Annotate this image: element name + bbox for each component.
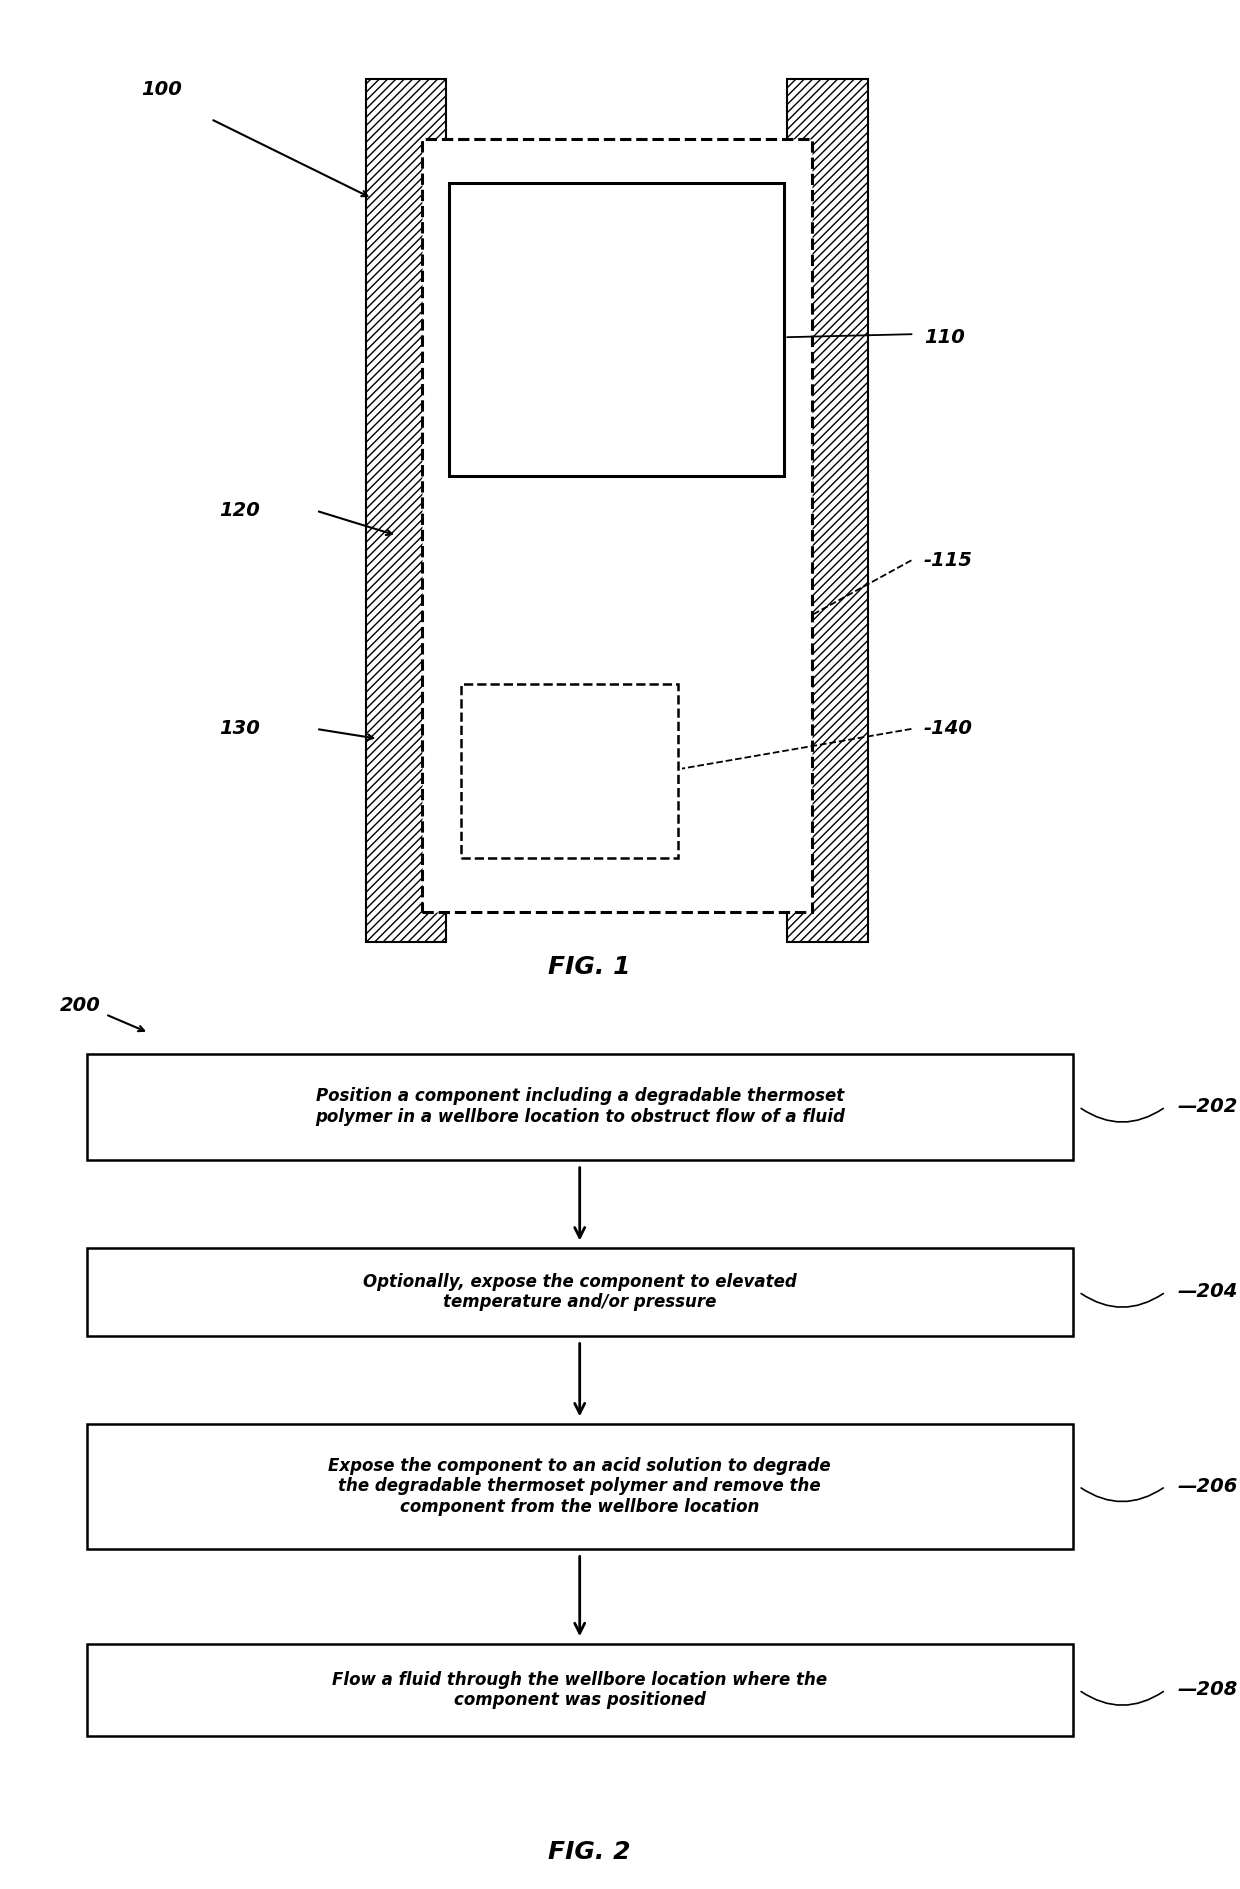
Text: -140: -140 — [924, 720, 973, 739]
Bar — [87, 1054, 1073, 1160]
Text: FIG. 2: FIG. 2 — [548, 1840, 630, 1864]
Text: 200: 200 — [61, 996, 100, 1014]
Text: FIG. 1: FIG. 1 — [548, 956, 630, 979]
Text: Position a component including a degradable thermoset
polymer in a wellbore loca: Position a component including a degrada… — [315, 1088, 844, 1126]
Text: —208: —208 — [1178, 1681, 1239, 1700]
Text: -115: -115 — [924, 552, 973, 570]
Text: —202: —202 — [1178, 1098, 1239, 1116]
Text: Optionally, expose the component to elevated
temperature and/or pressure: Optionally, expose the component to elev… — [363, 1273, 796, 1311]
Text: 110: 110 — [924, 327, 965, 348]
Text: 100: 100 — [141, 79, 181, 98]
Text: —206: —206 — [1178, 1477, 1239, 1496]
Text: Expose the component to an acid solution to degrade
the degradable thermoset pol: Expose the component to an acid solution… — [329, 1456, 831, 1517]
Bar — [787, 79, 868, 943]
Bar — [87, 1643, 1073, 1736]
Bar — [422, 138, 812, 912]
Bar — [87, 1249, 1073, 1336]
Text: 130: 130 — [219, 720, 260, 739]
Text: —204: —204 — [1178, 1283, 1239, 1302]
Text: Flow a fluid through the wellbore location where the
component was positioned: Flow a fluid through the wellbore locati… — [332, 1670, 827, 1710]
Bar — [449, 183, 784, 476]
Bar — [87, 1424, 1073, 1549]
Text: 120: 120 — [219, 501, 260, 519]
Bar — [461, 684, 678, 858]
Bar — [366, 79, 446, 943]
